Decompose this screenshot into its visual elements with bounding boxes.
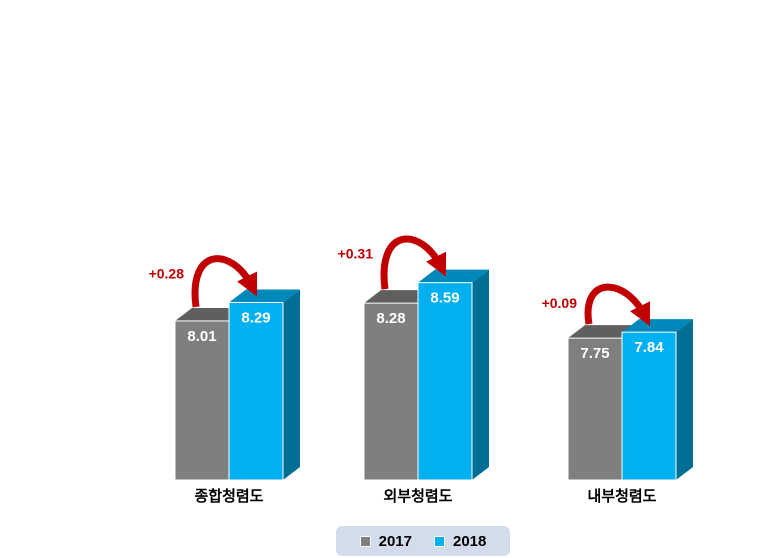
bar-top — [175, 307, 246, 321]
legend-label: 2017 — [378, 532, 412, 550]
category-label: 종합청렴도 — [194, 487, 263, 505]
bar-2017 — [174, 320, 230, 481]
delta-label: +0.28 — [149, 265, 185, 281]
data-label: 8.59 — [430, 290, 459, 307]
legend-item-2018: 2018 — [434, 533, 486, 550]
bar-2017 — [567, 337, 623, 481]
bar-2018 — [417, 282, 473, 481]
category-label: 내부청렴도 — [587, 487, 656, 505]
bar-2017 — [363, 302, 419, 481]
increase-arrow-icon — [584, 283, 651, 327]
bar-2018 — [621, 331, 677, 481]
legend: 2017 2018 — [336, 526, 510, 556]
data-label: 8.29 — [241, 309, 270, 326]
bar-top — [568, 325, 639, 339]
bar-side — [472, 269, 489, 480]
legend-swatch-2018 — [434, 535, 445, 547]
increase-arrow-icon — [191, 255, 258, 308]
data-label: 7.84 — [634, 339, 664, 356]
data-label: 8.01 — [187, 328, 216, 345]
legend-label: 2018 — [453, 532, 487, 550]
delta-label: +0.31 — [338, 246, 374, 262]
legend-swatch-2017 — [359, 535, 371, 547]
data-label: 7.75 — [580, 345, 609, 362]
increase-arrow-icon — [380, 235, 447, 290]
bar-2018 — [228, 301, 284, 481]
data-label: 8.28 — [376, 310, 405, 327]
legend-item-2017: 2017 — [359, 532, 412, 550]
bar-top — [364, 290, 435, 304]
category-label: 외부청렴도 — [383, 487, 452, 505]
bar-side — [283, 289, 300, 480]
delta-label: +0.09 — [542, 295, 578, 311]
bar-side — [676, 319, 693, 480]
